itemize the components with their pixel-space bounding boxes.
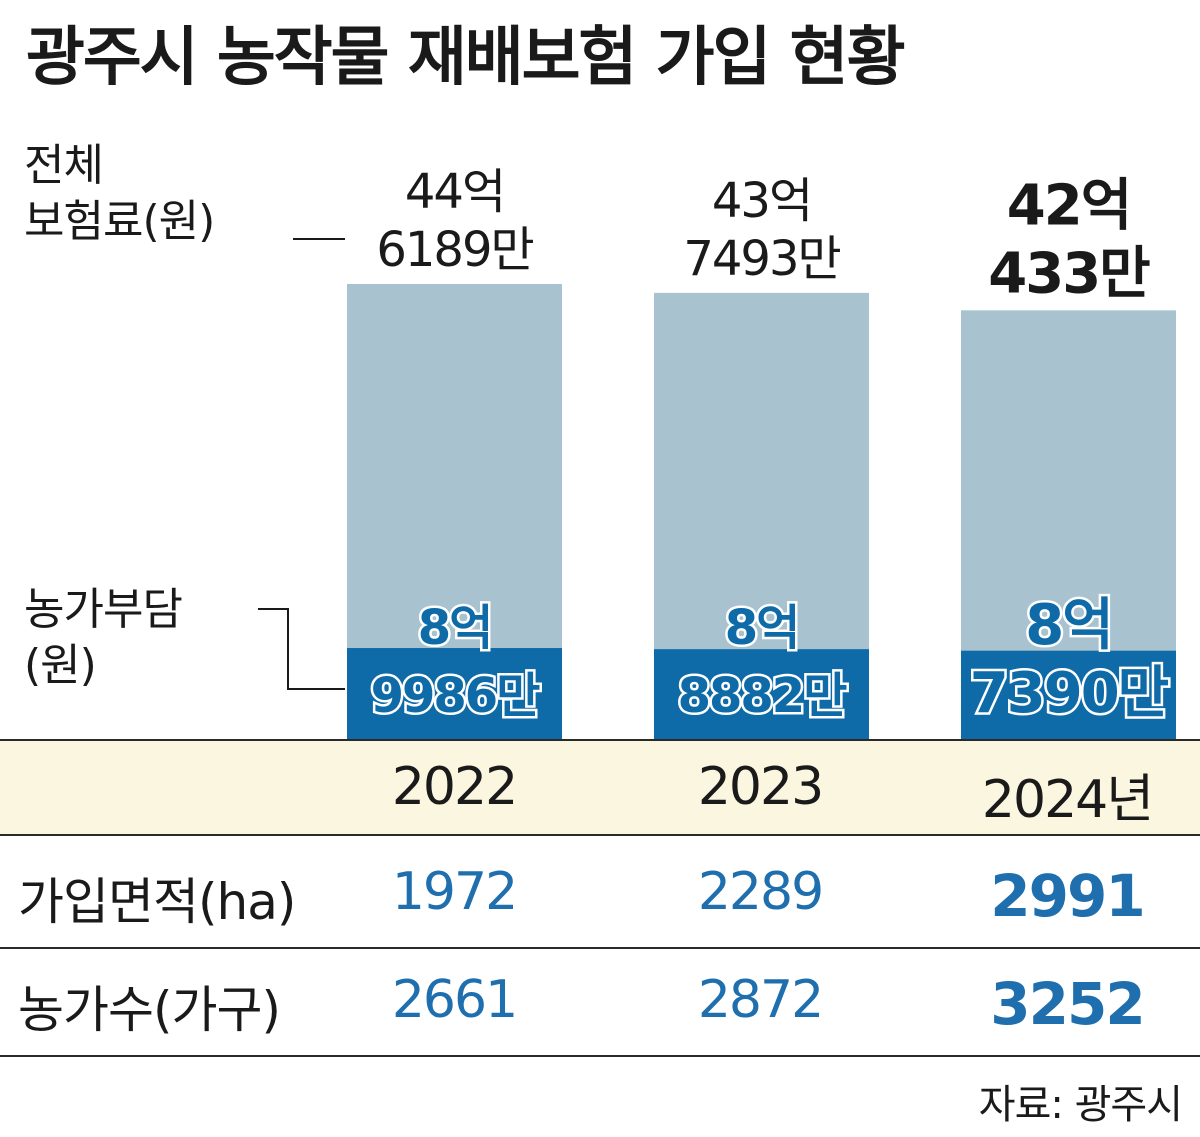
households-value-2024: 3252 <box>990 970 1145 1038</box>
bar-chart: 44억6189만8억9986만43억7493만8억8882만42억433만8억7… <box>347 164 1176 740</box>
farmer-leader-h2 <box>287 688 345 690</box>
total-value-label-0-line2: 6189만 <box>376 222 533 278</box>
row-label-households: 농가수(가구) <box>18 981 281 1039</box>
farmer-value-label-2-line1: 8억 <box>1025 593 1112 658</box>
year-label-2023: 2023 <box>697 757 824 817</box>
divider-top <box>0 739 1200 741</box>
total-premium-label-line1: 전체 <box>24 140 104 191</box>
farmer-leader-h1 <box>258 608 288 610</box>
farmer-value-label-1-line1: 8억 <box>725 600 799 656</box>
total-premium-label: 전체 보험료(원) <box>24 138 215 250</box>
total-leader-line <box>293 238 345 240</box>
farmer-bar-1 <box>654 649 869 740</box>
total-premium-label-line2: 보험료(원) <box>24 196 215 247</box>
farmer-leader-v <box>287 608 289 690</box>
total-value-label-2-line1: 42억 <box>1007 173 1130 238</box>
source-note: 자료: 광주시 <box>978 1082 1183 1128</box>
year-label-2022: 2022 <box>391 757 518 817</box>
year-label-2024: 2024년 <box>981 770 1154 830</box>
total-value-label-1-line1: 43억 <box>712 173 811 229</box>
total-value-label-0-line1: 44억 <box>405 164 504 220</box>
area-value-2022: 1972 <box>391 862 518 922</box>
farmer-bar-2 <box>961 650 1176 740</box>
farmer-burden-label: 농가부담 (원) <box>24 582 183 694</box>
households-value-2022: 2661 <box>391 970 518 1030</box>
farmer-value-label-0-line2: 9986만 <box>371 668 541 724</box>
divider-bottom <box>0 1055 1200 1057</box>
farmer-burden-label-line2: (원) <box>24 640 97 691</box>
farmer-bar-0 <box>347 648 562 740</box>
total-value-label-1-line2: 7493만 <box>683 231 840 287</box>
farmer-value-label-0-line1: 8억 <box>418 600 492 656</box>
total-value-label-2-line2: 433만 <box>988 241 1150 306</box>
farmer-burden-label-line1: 농가부담 <box>24 584 183 635</box>
farmer-value-label-2-line2: 7390만 <box>970 661 1169 726</box>
households-value-2023: 2872 <box>697 970 824 1030</box>
divider-years <box>0 834 1200 836</box>
farmer-value-label-1-line2: 8882만 <box>678 668 848 724</box>
area-value-2023: 2289 <box>697 862 824 922</box>
row-label-area: 가입면적(ha) <box>18 873 296 931</box>
area-value-2024: 2991 <box>990 862 1145 930</box>
divider-rows <box>0 947 1200 949</box>
chart-title: 광주시 농작물 재배보험 가입 현황 <box>26 21 905 95</box>
year-band <box>0 740 1200 835</box>
